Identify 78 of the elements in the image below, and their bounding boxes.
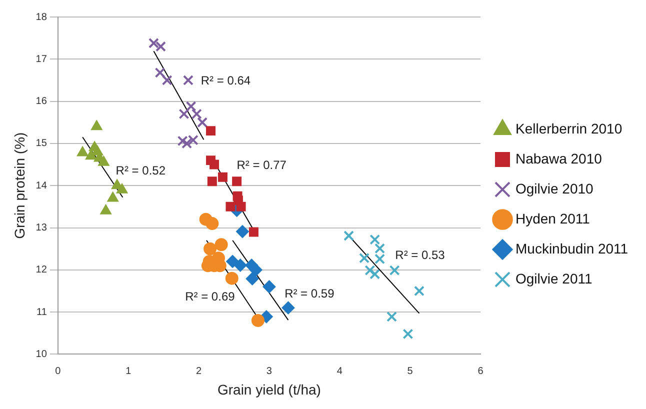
y-tick-label: 14 [36,180,48,192]
point [182,74,194,86]
point [100,204,112,214]
x-tick-label: 4 [336,366,343,377]
point [359,252,370,264]
point [107,192,119,202]
point [116,183,128,194]
legend-label: Muckinbudin 2011 [516,240,628,256]
point [197,117,208,128]
point [214,238,228,252]
y-tick-label: 13 [36,222,48,234]
point [232,176,242,186]
point [282,301,295,314]
point [178,108,190,120]
y-tick-label: 17 [36,54,48,65]
annotation: R² = 0.69 [185,290,236,304]
y-tick-label: 15 [36,138,48,150]
point [156,41,166,52]
y-tick-label: 16 [36,96,48,108]
x-tick-label: 2 [196,366,202,377]
point [148,38,159,48]
point [402,328,414,340]
point [225,272,238,285]
point [188,134,198,146]
point [370,234,380,245]
point [207,176,217,186]
point [370,268,380,280]
annotation: R² = 0.64 [200,74,251,88]
point [248,227,258,237]
point [98,156,110,166]
legend-label: Ogilvie 2011 [516,270,592,286]
point [234,258,247,272]
point [232,191,242,201]
point [191,108,202,120]
y-tick-label: 10 [36,348,48,360]
annotation: R² = 0.52 [116,164,166,178]
point [251,314,264,327]
annotation: R² = 0.77 [236,158,287,172]
point [389,265,400,276]
point [236,202,246,212]
point [236,225,249,238]
x-tick-label: 0 [55,366,62,377]
x-tick-label: 1 [126,366,132,377]
y-tick-label: 12 [36,264,48,276]
point [262,280,276,294]
point [162,74,172,86]
y-axis-title: Grain protein (%) [11,132,28,239]
y-tick-label: 18 [36,12,48,23]
point [226,202,236,212]
point [414,286,424,296]
point [90,120,102,130]
annotation: R² = 0.53 [395,248,446,262]
point [206,217,219,230]
legend-label: Ogilvie 2010 [516,180,594,196]
x-axis-title: Grain yield (t/ha) [217,381,321,398]
point [218,172,228,182]
point [154,67,166,78]
point [210,160,220,170]
point [76,146,88,156]
point [206,126,216,136]
x-tick-label: 3 [266,366,272,377]
legend-label: Kellerberrin 2010 [516,120,622,136]
point [344,230,354,241]
point [226,254,240,268]
point [246,272,259,286]
point [92,145,104,156]
point [177,136,188,146]
point [204,242,217,256]
legend-label: Hyden 2011 [516,210,590,226]
annotation: R² = 0.59 [284,286,335,301]
point [182,138,192,149]
point [186,101,196,112]
point [364,265,376,276]
y-tick-label: 11 [36,306,48,318]
point [386,311,397,322]
x-tick-label: 6 [478,366,484,377]
legend-label: Nabawa 2010 [516,150,602,166]
x-tick-label: 5 [407,366,414,377]
